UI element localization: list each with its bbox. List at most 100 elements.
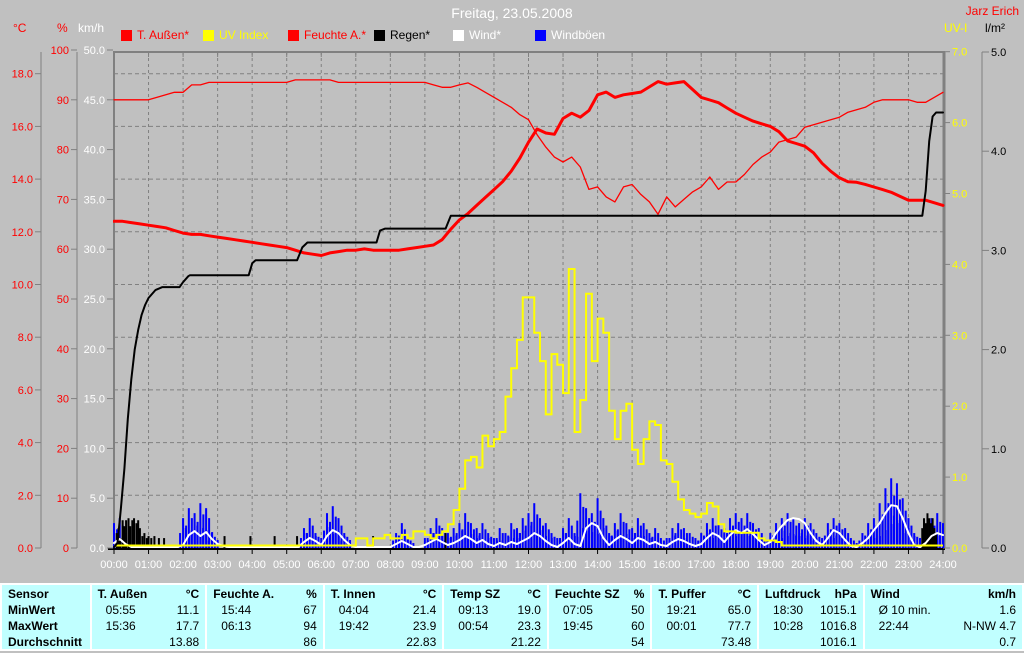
max-time: 15:36 — [105, 619, 136, 633]
min-value: 19.0 — [517, 603, 541, 617]
avg-value: 86 — [303, 635, 317, 649]
avg-value: 73.48 — [721, 635, 752, 649]
tick-label: 45.0 — [84, 95, 105, 107]
table-row: Luftdruck hPa — [759, 586, 863, 602]
tick-label: 10:00 — [446, 559, 474, 571]
tick-label: 30.0 — [84, 244, 105, 256]
tick-label: 07:00 — [342, 559, 370, 571]
row-label: MinWert — [8, 603, 56, 617]
sensor-unit: % — [306, 587, 317, 601]
max-time: 00:54 — [458, 619, 489, 633]
max-value: 1016.8 — [819, 619, 857, 633]
min-time: 07:05 — [562, 603, 593, 617]
legend-label: Feuchte A.* — [304, 28, 367, 42]
table-row: T. Außen °C — [92, 586, 206, 602]
table-row: 19:45 60 — [549, 618, 651, 634]
tick-label: 6.0 — [18, 385, 33, 397]
tick-label: 23:00 — [895, 559, 923, 571]
tick-label: 09:00 — [411, 559, 439, 571]
tick-label: 50.0 — [84, 45, 105, 57]
min-value: 11.1 — [176, 603, 200, 617]
table-row: 1016.1 — [759, 634, 863, 649]
table-row: 54 — [549, 634, 651, 649]
legend-item: Wind* — [453, 28, 501, 42]
summary-table: Sensor MinWert MaxWert Durchschnitt T. Außen… — [0, 583, 1024, 651]
row-label: Sensor — [8, 587, 49, 601]
sensor-unit: °C — [185, 587, 200, 601]
tick-label: 35.0 — [84, 194, 105, 206]
unit-label-kmh: km/h — [78, 21, 105, 35]
sensor-name: T. Puffer — [658, 587, 706, 601]
tick-label: 10 — [57, 493, 69, 505]
tick-label: 5.0 — [90, 493, 105, 505]
tick-label: 50 — [57, 294, 69, 306]
legend-swatch-icon — [121, 29, 132, 41]
tick-label: 2.0 — [991, 345, 1006, 357]
tick-label: 2.0 — [952, 401, 967, 413]
page-title: Freitag, 23.05.2008 — [451, 5, 573, 21]
table-row: MinWert — [2, 602, 90, 618]
legend-label: Windböen — [551, 28, 606, 42]
tick-label: 24:00 — [929, 559, 957, 571]
max-value: 77.7 — [727, 619, 752, 633]
tick-label: 19:00 — [757, 559, 785, 571]
tick-label: 6.0 — [952, 118, 967, 130]
sensor-name: Luftdruck — [765, 587, 821, 601]
table-row: 22:44 N-NW 4.7 — [865, 618, 1022, 634]
legend-item: Windböen — [535, 28, 605, 42]
tick-label: 12:00 — [515, 559, 543, 571]
legend-label: T. Außen* — [137, 28, 190, 42]
tick-label: 08:00 — [377, 559, 405, 571]
tick-label: 03:00 — [204, 559, 232, 571]
sensor-name: T. Außen — [97, 587, 148, 601]
x-axis-labels: 00:00 01:00 02:00 03:00 04:00 05:00 06:00 07:00… — [100, 559, 957, 571]
min-time: 09:13 — [458, 603, 489, 617]
table-column: Sensor MinWert MaxWert Durchschnitt — [2, 585, 90, 649]
legend-item: T. Außen* — [121, 28, 189, 42]
tick-label: 1.0 — [952, 472, 967, 484]
table-row: 00:01 77.7 — [652, 618, 757, 634]
author-label: Jarz Erich — [965, 4, 1019, 18]
table-row: 06:13 94 — [207, 618, 323, 634]
max-time: 10:28 — [773, 619, 804, 633]
table-column: Temp SZ °C 09:13 19.0 00:54 23.3 21.22 — [442, 585, 547, 649]
tick-label: 01:00 — [135, 559, 163, 571]
min-time: Ø 10 min. — [878, 603, 931, 617]
table-row: 73.48 — [652, 634, 757, 649]
tick-label: 0 — [63, 543, 69, 555]
max-value: 17.7 — [175, 619, 200, 633]
tick-label: 40 — [57, 344, 69, 356]
legend-swatch-icon — [535, 29, 546, 41]
table-row: MaxWert — [2, 618, 90, 634]
tick-label: 02:00 — [169, 559, 197, 571]
sensor-unit: °C — [527, 587, 541, 601]
table-row: Temp SZ °C — [444, 586, 547, 602]
table-row: T. Innen °C — [325, 586, 443, 602]
table-row: 0.7 — [865, 634, 1022, 649]
tick-label: 1.0 — [991, 444, 1006, 456]
avg-value: 21.22 — [510, 635, 541, 649]
legend-item: Feuchte A.* — [288, 28, 366, 42]
tick-label: 25.0 — [84, 294, 105, 306]
tick-label: 8.0 — [18, 332, 33, 344]
avg-value: 54 — [631, 635, 645, 649]
legend-label: UV Index — [219, 28, 269, 42]
tick-label: 15:00 — [618, 559, 646, 571]
min-value: 21.4 — [412, 603, 437, 617]
table-row: Ø 10 min. 1.6 — [865, 602, 1022, 618]
row-label: Durchschnitt — [8, 635, 83, 649]
chart-legend: T. Außen* UV Index Feuchte A.* Regen* Wind* W… — [0, 28, 1024, 42]
table-row: 10:28 1016.8 — [759, 618, 863, 634]
table-row: 19:42 23.9 — [325, 618, 443, 634]
tick-label: 15.0 — [84, 394, 105, 406]
legend-swatch-icon — [203, 29, 214, 41]
max-value: 23.9 — [412, 619, 437, 633]
tick-label: 3.0 — [952, 330, 967, 342]
tick-label: 0.0 — [952, 543, 967, 555]
weather-chart-plot[interactable]: 0.0 2.0 4.0 6.0 8.0 10.0 12.0 14.0 16.0 18.0 0 10 20… — [0, 0, 1024, 580]
min-time: 18:30 — [773, 603, 804, 617]
tick-label: 90 — [57, 95, 69, 107]
table-column: T. Innen °C 04:04 21.4 19:42 23.9 22.83 — [322, 585, 443, 649]
sensor-unit: °C — [737, 587, 752, 601]
tick-label: 100 — [51, 45, 69, 57]
